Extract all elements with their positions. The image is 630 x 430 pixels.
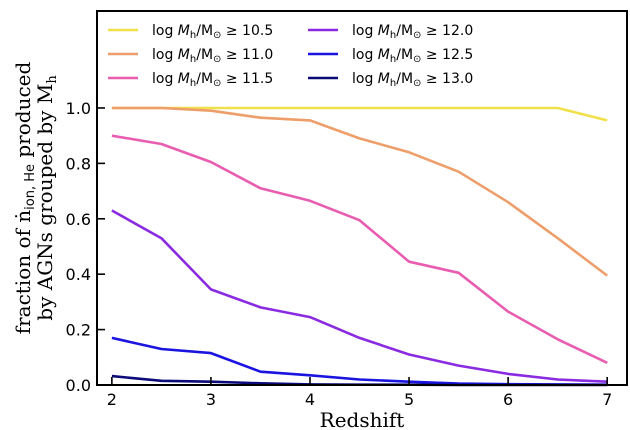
- y-axis: 0.0 0.2 0.4 0.6 0.8 1.0: [66, 99, 105, 395]
- series-line-3: [111, 209, 608, 383]
- x-axis: 2 3 4 5 6 7: [107, 377, 612, 409]
- legend-label-1: log Mh/M⊙ ≥ 11.0: [152, 47, 273, 65]
- y-tick-label: 0.6: [66, 210, 91, 229]
- x-tick-label: 3: [206, 390, 216, 409]
- legend-label-4: log Mh/M⊙ ≥ 12.5: [352, 47, 473, 65]
- series-line-2: [111, 134, 608, 364]
- legend-label-2: log Mh/M⊙ ≥ 11.5: [152, 71, 273, 89]
- legend-label-5: log Mh/M⊙ ≥ 13.0: [352, 71, 473, 89]
- series-line-0: [111, 106, 608, 122]
- x-axis-title: Redshift: [320, 408, 405, 430]
- series-layer: [111, 106, 608, 387]
- y-tick-label: 0.2: [66, 321, 91, 340]
- y-tick-label: 0.4: [66, 265, 91, 284]
- legend-label-3: log Mh/M⊙ ≥ 12.0: [352, 23, 473, 41]
- series-line-1: [111, 106, 608, 277]
- y-axis-title-line1: fraction of ṅion, He produced: [11, 62, 38, 335]
- y-tick-label: 0.0: [66, 376, 91, 395]
- x-tick-label: 4: [305, 390, 315, 409]
- x-tick-label: 2: [107, 390, 117, 409]
- x-tick-label: 6: [503, 390, 513, 409]
- x-tick-label: 7: [602, 390, 612, 409]
- x-tick-label: 5: [404, 390, 414, 409]
- plot-frame: [96, 10, 628, 386]
- legend-label-0: log Mh/M⊙ ≥ 10.5: [152, 23, 273, 41]
- y-tick-label: 0.8: [66, 154, 91, 173]
- y-tick-label: 1.0: [66, 99, 91, 118]
- legend: log Mh/M⊙ ≥ 10.5 log Mh/M⊙ ≥ 11.0 log Mh/M…: [108, 23, 473, 89]
- y-axis-title-line2: by AGNs grouped by Mh: [33, 75, 60, 321]
